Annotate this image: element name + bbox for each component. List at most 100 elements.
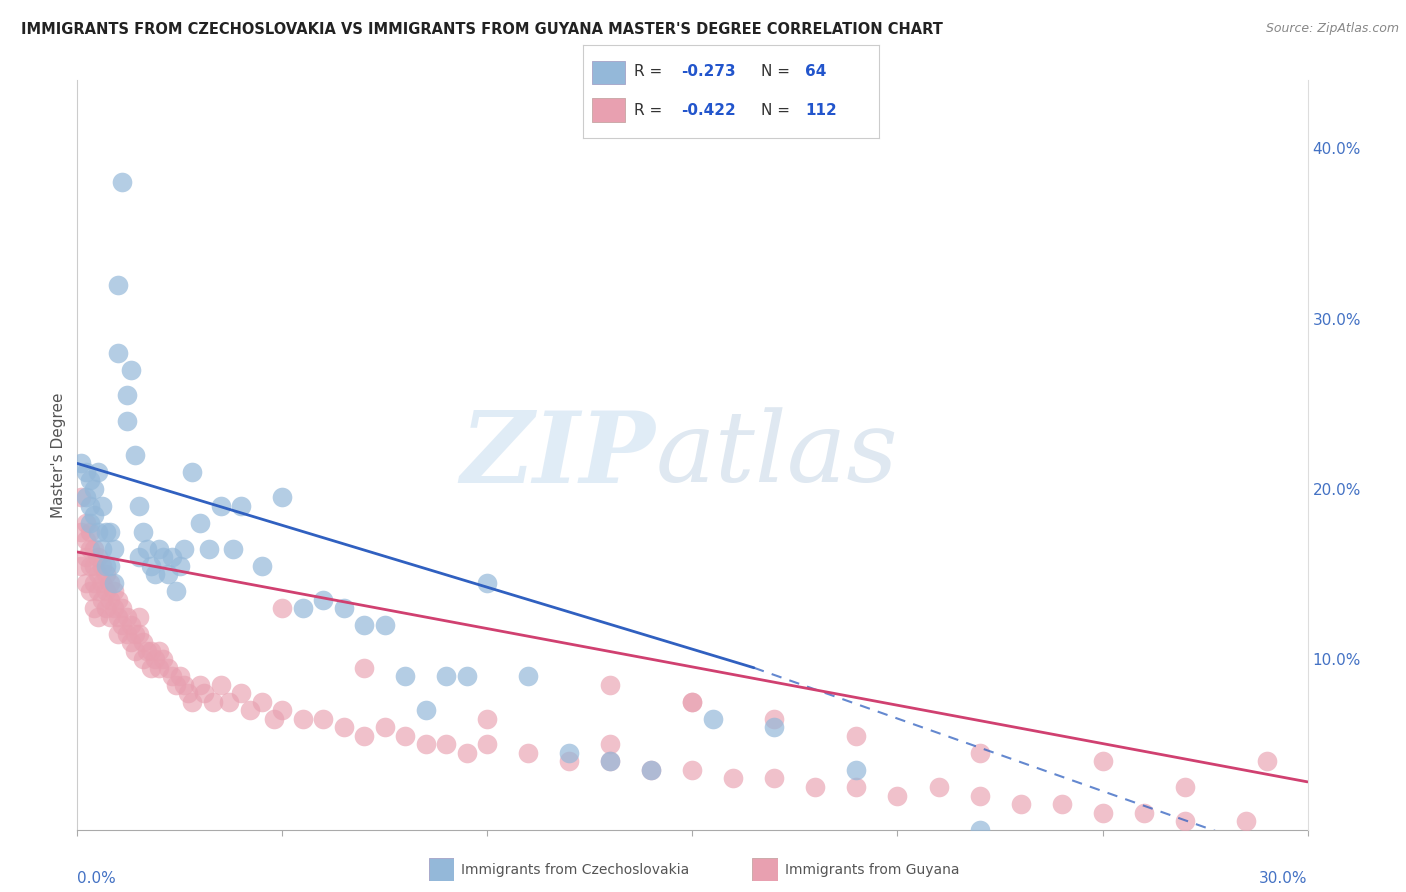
Point — [231, 499, 253, 513]
Point — [87, 550, 110, 565]
Point — [558, 755, 581, 769]
Point — [456, 746, 478, 760]
Point — [94, 558, 117, 573]
Point — [124, 626, 146, 640]
Point — [415, 703, 437, 717]
Point — [477, 738, 499, 752]
Point — [845, 780, 868, 794]
Point — [353, 729, 375, 743]
Point — [804, 780, 827, 794]
Point — [218, 695, 240, 709]
Bar — [592, 98, 624, 122]
Point — [83, 601, 105, 615]
Point — [886, 789, 908, 803]
Point — [124, 448, 146, 462]
Point — [250, 558, 273, 573]
Point — [394, 729, 416, 743]
Point — [845, 763, 868, 777]
Point — [239, 703, 262, 717]
Point — [250, 695, 273, 709]
Point — [128, 550, 150, 565]
Point — [1091, 755, 1114, 769]
Point — [640, 763, 662, 777]
Point — [271, 601, 294, 615]
Point — [160, 550, 183, 565]
Point — [156, 567, 179, 582]
Point — [1091, 805, 1114, 820]
Point — [436, 738, 458, 752]
Point — [209, 499, 232, 513]
Point — [969, 789, 991, 803]
Point — [111, 601, 134, 615]
Point — [763, 720, 786, 734]
Point — [115, 414, 138, 428]
Point — [79, 499, 101, 513]
Point — [197, 541, 219, 556]
Point — [87, 465, 110, 479]
Point — [87, 567, 110, 582]
Point — [415, 738, 437, 752]
Point — [79, 584, 101, 599]
Text: -0.273: -0.273 — [681, 64, 735, 79]
Point — [107, 592, 129, 607]
Point — [394, 669, 416, 683]
Point — [111, 176, 134, 190]
Point — [107, 345, 129, 359]
Point — [173, 678, 195, 692]
Point — [103, 575, 125, 590]
Point — [143, 567, 166, 582]
Point — [723, 772, 745, 786]
Point — [120, 635, 142, 649]
Point — [94, 524, 117, 539]
Point — [107, 277, 129, 292]
Text: IMMIGRANTS FROM CZECHOSLOVAKIA VS IMMIGRANTS FROM GUYANA MASTER'S DEGREE CORRELA: IMMIGRANTS FROM CZECHOSLOVAKIA VS IMMIGR… — [21, 22, 943, 37]
Point — [128, 626, 150, 640]
Point — [928, 780, 950, 794]
Point — [156, 661, 179, 675]
Point — [136, 644, 159, 658]
Text: -0.422: -0.422 — [681, 103, 735, 118]
Point — [132, 635, 155, 649]
Point — [558, 746, 581, 760]
Point — [143, 652, 166, 666]
Point — [98, 575, 121, 590]
Point — [682, 695, 704, 709]
Point — [477, 712, 499, 726]
Point — [640, 763, 662, 777]
Point — [845, 729, 868, 743]
Point — [75, 550, 97, 565]
Point — [177, 686, 200, 700]
Point — [70, 457, 93, 471]
Point — [312, 592, 335, 607]
Text: atlas: atlas — [655, 408, 898, 502]
Point — [436, 669, 458, 683]
Point — [1050, 797, 1073, 811]
Point — [70, 524, 93, 539]
Point — [132, 524, 155, 539]
Point — [271, 703, 294, 717]
Point — [103, 601, 125, 615]
Point — [98, 524, 121, 539]
Text: Source: ZipAtlas.com: Source: ZipAtlas.com — [1265, 22, 1399, 36]
Point — [763, 712, 786, 726]
Point — [188, 678, 212, 692]
Text: Immigrants from Czechoslovakia: Immigrants from Czechoslovakia — [461, 863, 689, 877]
Text: 0.0%: 0.0% — [77, 871, 117, 886]
Text: 112: 112 — [804, 103, 837, 118]
Point — [107, 609, 129, 624]
Point — [291, 601, 314, 615]
Point — [1234, 814, 1257, 828]
Point — [165, 584, 187, 599]
Point — [75, 516, 97, 530]
Point — [136, 541, 159, 556]
Point — [231, 686, 253, 700]
Point — [374, 618, 396, 632]
Point — [87, 524, 110, 539]
Point — [87, 584, 110, 599]
Point — [599, 755, 621, 769]
Point — [222, 541, 245, 556]
Point — [103, 541, 125, 556]
Point — [75, 465, 97, 479]
Point — [599, 738, 621, 752]
Point — [682, 763, 704, 777]
